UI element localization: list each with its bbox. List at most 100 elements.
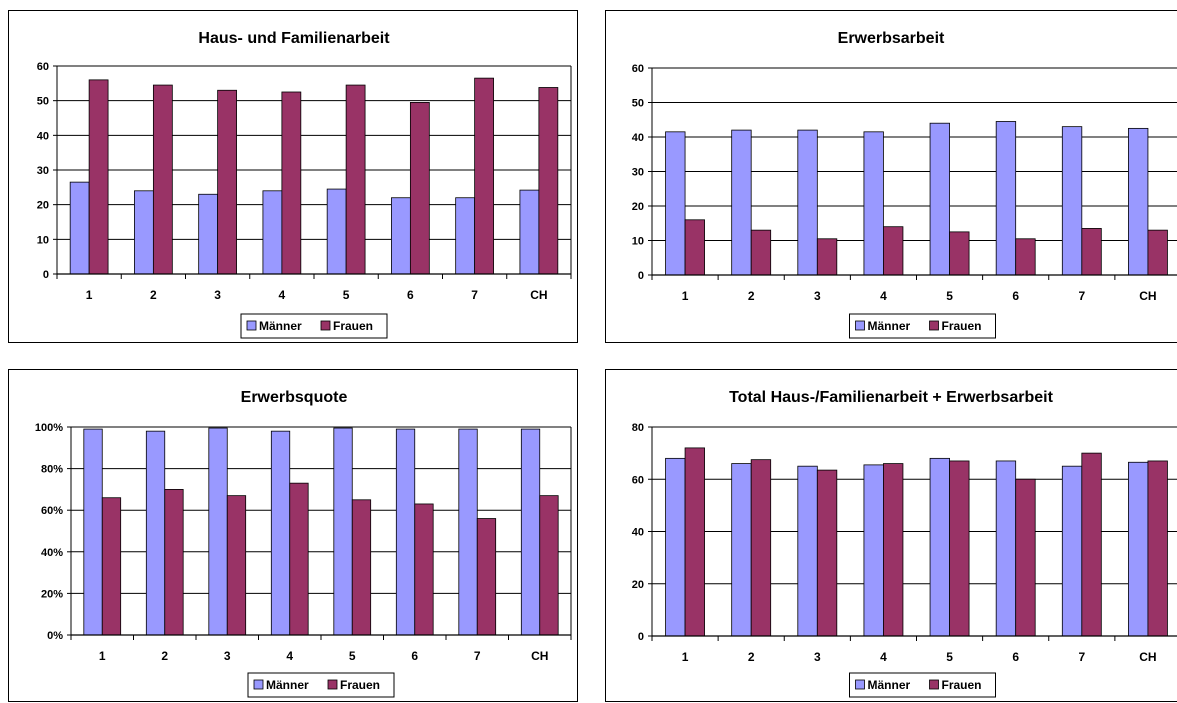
- x-tick-label: 1: [682, 650, 689, 664]
- bar-frauen-1: [88, 79, 109, 275]
- bar-maenner-4: [270, 430, 291, 636]
- bar-maenner-1: [69, 181, 90, 275]
- y-tick-label: 40: [632, 132, 644, 144]
- bar-maenner-6: [395, 428, 416, 636]
- x-tick-label: 4: [286, 649, 293, 663]
- x-tick-label: 3: [814, 289, 821, 303]
- bar-frauen-3: [816, 469, 838, 637]
- y-tick-label: 10: [37, 234, 49, 246]
- legend-swatch-maenner: [253, 679, 264, 690]
- bar-frauen-2: [164, 489, 184, 636]
- bar-frauen-6: [414, 503, 434, 636]
- bar-maenner-CH: [519, 189, 540, 275]
- x-tick-label: 3: [224, 649, 231, 663]
- bar-maenner-CH: [1128, 127, 1149, 276]
- bar-maenner-5: [326, 188, 347, 275]
- chart-title: Erwerbsarbeit: [838, 30, 945, 47]
- bar-maenner-4: [863, 131, 884, 276]
- x-tick-label: CH: [531, 649, 548, 663]
- bar-maenner-6: [995, 460, 1017, 637]
- bar-frauen-2: [152, 84, 173, 275]
- y-tick-label: 0: [638, 631, 644, 643]
- bar-frauen-5: [949, 460, 970, 637]
- bar-frauen-6: [1015, 238, 1036, 276]
- bar-maenner-6: [391, 197, 411, 275]
- x-tick-label: 5: [349, 649, 356, 663]
- legend: Männer Frauen: [247, 672, 395, 698]
- x-tick-label: 6: [1012, 289, 1019, 303]
- x-tick-label: 2: [150, 288, 157, 302]
- bar-maenner-7: [1061, 465, 1083, 637]
- y-tick-label: 0: [43, 269, 49, 281]
- y-tick-label: 60: [37, 61, 49, 73]
- legend-box: [240, 313, 388, 339]
- chart-title: Haus- und Familienarbeit: [198, 30, 390, 47]
- bar-frauen-1: [684, 447, 705, 637]
- chart-panel-erwerbsarbeit: Erwerbsarbeit 0 10 20 30 40 50 60 1 2 3 4 5 6 7 CH Männe…: [605, 10, 1177, 343]
- y-tick-label: 60: [632, 63, 644, 75]
- y-tick-label: 10: [632, 236, 644, 248]
- x-tick-label: 5: [946, 289, 953, 303]
- bar-frauen-5: [949, 231, 970, 276]
- bar-maenner-1: [83, 428, 103, 636]
- y-tick-label: 60%: [41, 505, 63, 517]
- bar-maenner-4: [863, 464, 884, 637]
- bar-maenner-6: [995, 121, 1017, 276]
- y-tick-label: 30: [632, 167, 644, 179]
- y-tick-label: 20: [632, 579, 644, 591]
- bar-maenner-4: [262, 190, 283, 275]
- bar-frauen-1: [684, 219, 705, 276]
- x-tick-label: 5: [343, 288, 350, 302]
- x-tick-label: CH: [1139, 289, 1156, 303]
- bar-frauen-CH: [1147, 460, 1168, 637]
- bar-frauen-3: [816, 238, 838, 276]
- legend-swatch-maenner: [855, 320, 865, 331]
- bar-frauen-5: [351, 499, 372, 636]
- bar-maenner-1: [665, 131, 686, 276]
- x-tick-label: 6: [411, 649, 418, 663]
- y-tick-label: 30: [37, 165, 49, 177]
- legend-label-maenner: Männer: [868, 678, 911, 692]
- bar-frauen-6: [409, 102, 430, 275]
- x-tick-label: 4: [279, 288, 286, 302]
- bar-maenner-7: [458, 428, 478, 636]
- legend-swatch-frauen: [320, 320, 331, 331]
- bar-frauen-1: [101, 497, 122, 636]
- bar-chart-erwerbsquote: Erwerbsquote 0% 20% 40% 60% 80% 100% 1 2 3 4 5 6 7 CH M…: [35, 389, 572, 698]
- legend-swatch-maenner: [855, 679, 865, 690]
- x-tick-label: 3: [814, 650, 821, 664]
- legend-swatch-frauen: [929, 320, 939, 331]
- bar-maenner-3: [797, 465, 818, 637]
- bar-maenner-CH: [1128, 461, 1149, 637]
- bar-frauen-2: [750, 229, 772, 276]
- bar-frauen-CH: [538, 87, 559, 275]
- y-tick-label: 80: [632, 422, 644, 434]
- bar-maenner-CH: [520, 428, 541, 636]
- bar-maenner-5: [929, 457, 950, 637]
- y-tick-label: 20%: [41, 588, 63, 600]
- bar-maenner-2: [731, 463, 752, 637]
- bar-frauen-3: [226, 495, 247, 636]
- x-tick-label: 2: [161, 649, 168, 663]
- bar-frauen-4: [281, 91, 302, 275]
- bar-frauen-3: [217, 89, 237, 275]
- bar-maenner-2: [731, 129, 752, 276]
- x-tick-label: 7: [474, 649, 481, 663]
- bar-maenner-1: [665, 457, 686, 637]
- legend-box: [247, 672, 395, 698]
- bar-chart-erwerbsarbeit: Erwerbsarbeit 0 10 20 30 40 50 60 1 2 3 4 5 6 7 CH Männe…: [632, 30, 1177, 339]
- x-tick-label: 4: [880, 650, 887, 664]
- legend-label-maenner: Männer: [868, 319, 911, 333]
- legend-label-frauen: Frauen: [333, 319, 373, 333]
- x-tick-label: 2: [748, 289, 755, 303]
- bar-frauen-2: [750, 459, 772, 637]
- bar-frauen-CH: [539, 495, 559, 636]
- y-tick-label: 0: [638, 270, 644, 282]
- bar-maenner-2: [145, 430, 166, 636]
- x-tick-label: 7: [1078, 650, 1085, 664]
- legend-box: [849, 672, 996, 698]
- bar-frauen-6: [1015, 478, 1036, 637]
- bar-chart-total: Total Haus-/Familienarbeit + Erwerbsarbe…: [632, 389, 1177, 698]
- bar-maenner-3: [198, 193, 219, 275]
- chart-panel-total: Total Haus-/Familienarbeit + Erwerbsarbe…: [605, 369, 1177, 702]
